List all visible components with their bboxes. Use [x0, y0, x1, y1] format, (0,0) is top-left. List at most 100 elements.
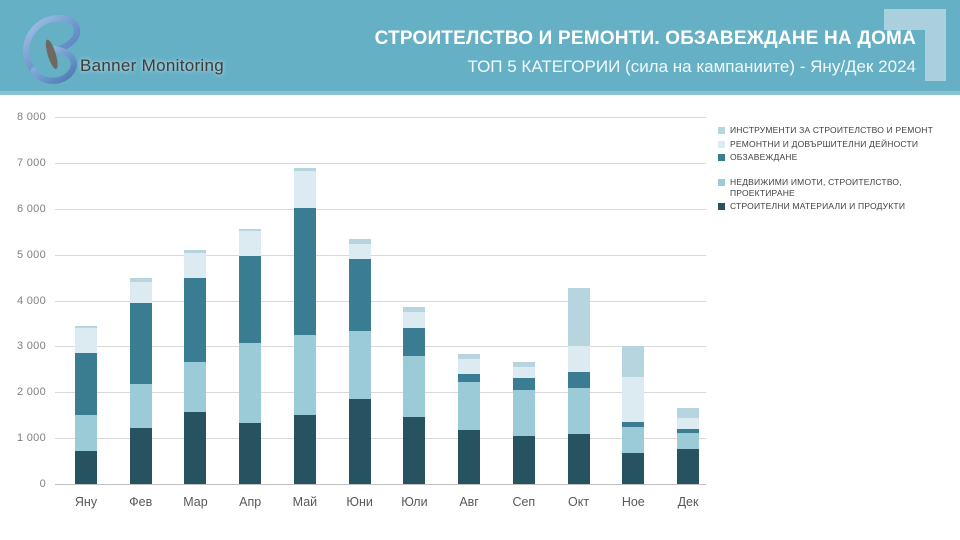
bar-segment-Май	[293, 168, 316, 171]
legend-label: НЕДВИЖИМИ ИМОТИ, СТРОИТЕЛСТВО, ПРОЕКТИРА…	[730, 176, 902, 198]
y-axis-tick-label: 8 000	[16, 111, 46, 123]
gridline-3000	[55, 346, 706, 348]
legend-item: РЕМОНТНИ И ДОВЪРШИТЕЛНИ ДЕЙНОСТИ	[718, 139, 950, 150]
legend-swatch-icon	[718, 203, 725, 211]
bar-segment-Сеп	[512, 435, 535, 484]
x-axis-label-Юни: Юни	[346, 495, 373, 509]
bar-segment-Окт	[567, 287, 590, 347]
stacked-bar-chart: 0 1 000 2 000 3 000 4 000 5 000 6 000 7 000 8 00…	[0, 95, 960, 540]
bar-segment-Юни	[348, 239, 371, 245]
x-axis-label-Юли: Юли	[401, 495, 428, 509]
header-banner: Banner Monitoring СТРОИТЕЛСТВО И РЕМОНТИ…	[0, 0, 960, 95]
x-axis-label-Май: Май	[292, 495, 318, 509]
gridline-1000	[55, 438, 706, 440]
legend-item: СТРОИТЕЛНИ МАТЕРИАЛИ И ПРОДУКТИ	[718, 201, 950, 212]
bar-segment-Юни	[348, 399, 371, 484]
x-axis-label-Фев: Фев	[129, 495, 153, 509]
gridline-8000	[55, 117, 706, 118]
x-axis-label-Окт: Окт	[568, 495, 590, 509]
gridline-7000	[55, 162, 706, 164]
chart-legend: ИНСТРУМЕНТИ ЗА СТРОИТЕЛСТВО И РЕМОНТ РЕМО…	[718, 125, 950, 215]
legend-label: РЕМОНТНИ И ДОВЪРШИТЕЛНИ ДЕЙНОСТИ	[730, 138, 919, 149]
y-axis-tick-label: 5 000	[16, 248, 46, 261]
bar-segment-Дек	[677, 417, 700, 429]
bar-segment-Ное	[622, 421, 645, 428]
bar-segment-Дек	[677, 408, 700, 418]
bar-segment-Дек	[677, 449, 700, 484]
bar-segment-Май	[293, 334, 316, 416]
bar-segment-Апр	[239, 229, 262, 232]
x-axis-label-Сеп: Сеп	[512, 495, 536, 509]
bar-segment-Май	[293, 207, 316, 335]
legend-item: ИНСТРУМЕНТИ ЗА СТРОИТЕЛСТВО И РЕМОНТ	[718, 125, 950, 136]
bar-segment-Дек	[677, 432, 700, 450]
corner-decoration	[925, 9, 946, 81]
bar-segment-Дек	[677, 428, 700, 433]
y-axis-tick-label: 3 000	[16, 340, 46, 353]
report-title-line1: СТРОИТЕЛСТВО И РЕМОНТИ. ОБЗАВЕЖДАНЕ НА Д…	[374, 28, 916, 49]
bar-segment-Апр	[239, 342, 262, 424]
bar-segment-Фев	[129, 281, 152, 304]
bar-segment-Яну	[75, 328, 97, 353]
bar-segment-Май	[293, 415, 316, 484]
report-subtitle: ТОП 5 КАТЕГОРИИ (сила на кампаниите) - Я…	[467, 57, 916, 76]
gridline-6000	[55, 208, 706, 210]
bar-segment-Юни	[348, 259, 371, 331]
bar-segment-Авг	[458, 382, 481, 430]
legend-swatch-icon	[718, 140, 725, 148]
x-axis-label-Апр: Апр	[239, 495, 262, 509]
bar-segment-Яну	[75, 352, 97, 415]
y-axis-tick-label: 1 000	[16, 432, 46, 445]
bar-segment-Авг	[458, 374, 481, 383]
x-axis-label-Яну: Яну	[74, 495, 98, 509]
bar-segment-Юли	[403, 328, 426, 357]
legend-item: ОБЗАВЕЖДАНЕ	[718, 152, 950, 163]
x-axis-label-Ное: Ное	[621, 495, 645, 509]
bar-segment-Мар	[184, 411, 207, 484]
legend-label: СТРОИТЕЛНИ МАТЕРИАЛИ И ПРОДУКТИ	[730, 201, 906, 212]
x-axis-label-Авг: Авг	[459, 495, 479, 509]
legend-label: ИНСТРУМЕНТИ ЗА СТРОИТЕЛСТВО И РЕМОНТ	[730, 125, 934, 135]
bar-segment-Авг	[458, 429, 481, 484]
bar-segment-Апр	[239, 423, 262, 484]
bar-segment-Яну	[75, 450, 97, 484]
bar-segment-Юли	[403, 356, 426, 417]
bar-segment-Окт	[567, 388, 590, 435]
bar-segment-Мар	[184, 278, 207, 362]
gridline-4000	[55, 300, 706, 302]
bar-segment-Сеп	[512, 378, 535, 390]
bar-segment-Ное	[622, 376, 645, 422]
bar-segment-Окт	[567, 434, 590, 484]
bar-segment-Авг	[458, 354, 481, 359]
y-axis-tick-label: 0	[39, 478, 46, 490]
bar-segment-Юни	[348, 330, 371, 400]
legend-swatch-icon	[718, 154, 725, 162]
bar-segment-Юли	[403, 311, 426, 329]
bar-segment-Май	[293, 170, 316, 208]
legend-item: НЕДВИЖИМИ ИМОТИ, СТРОИТЕЛСТВО, ПРОЕКТИРА…	[718, 177, 950, 198]
legend-swatch-icon	[718, 127, 725, 134]
bar-segment-Фев	[129, 428, 152, 484]
x-axis-label-Дек: Дек	[677, 495, 699, 509]
banner-monitoring-logo-icon	[23, 14, 81, 84]
legend-swatch-icon	[718, 178, 725, 186]
bar-segment-Фев	[129, 303, 152, 385]
bar-segment-Мар	[184, 252, 207, 279]
bar-segment-Окт	[567, 346, 590, 373]
y-axis-tick-label: 7 000	[16, 156, 46, 169]
bar-segment-Апр	[239, 231, 262, 256]
bar-segment-Сеп	[512, 389, 535, 436]
y-axis-tick-label: 2 000	[16, 386, 46, 399]
bar-segment-Ное	[622, 427, 645, 454]
bar-segment-Мар	[184, 250, 207, 253]
bar-segment-Ное	[622, 346, 645, 377]
bar-segment-Сеп	[512, 367, 535, 379]
logo-wordmark: Banner Monitoring	[80, 56, 225, 75]
bar-segment-Яну	[75, 325, 97, 328]
bar-segment-Юли	[403, 307, 426, 312]
x-axis-label-Мар: Мар	[183, 495, 208, 509]
y-axis-tick-label: 6 000	[16, 202, 46, 215]
gridline-0	[55, 484, 706, 485]
bar-segment-Апр	[239, 255, 262, 343]
gridline-5000	[55, 254, 706, 256]
